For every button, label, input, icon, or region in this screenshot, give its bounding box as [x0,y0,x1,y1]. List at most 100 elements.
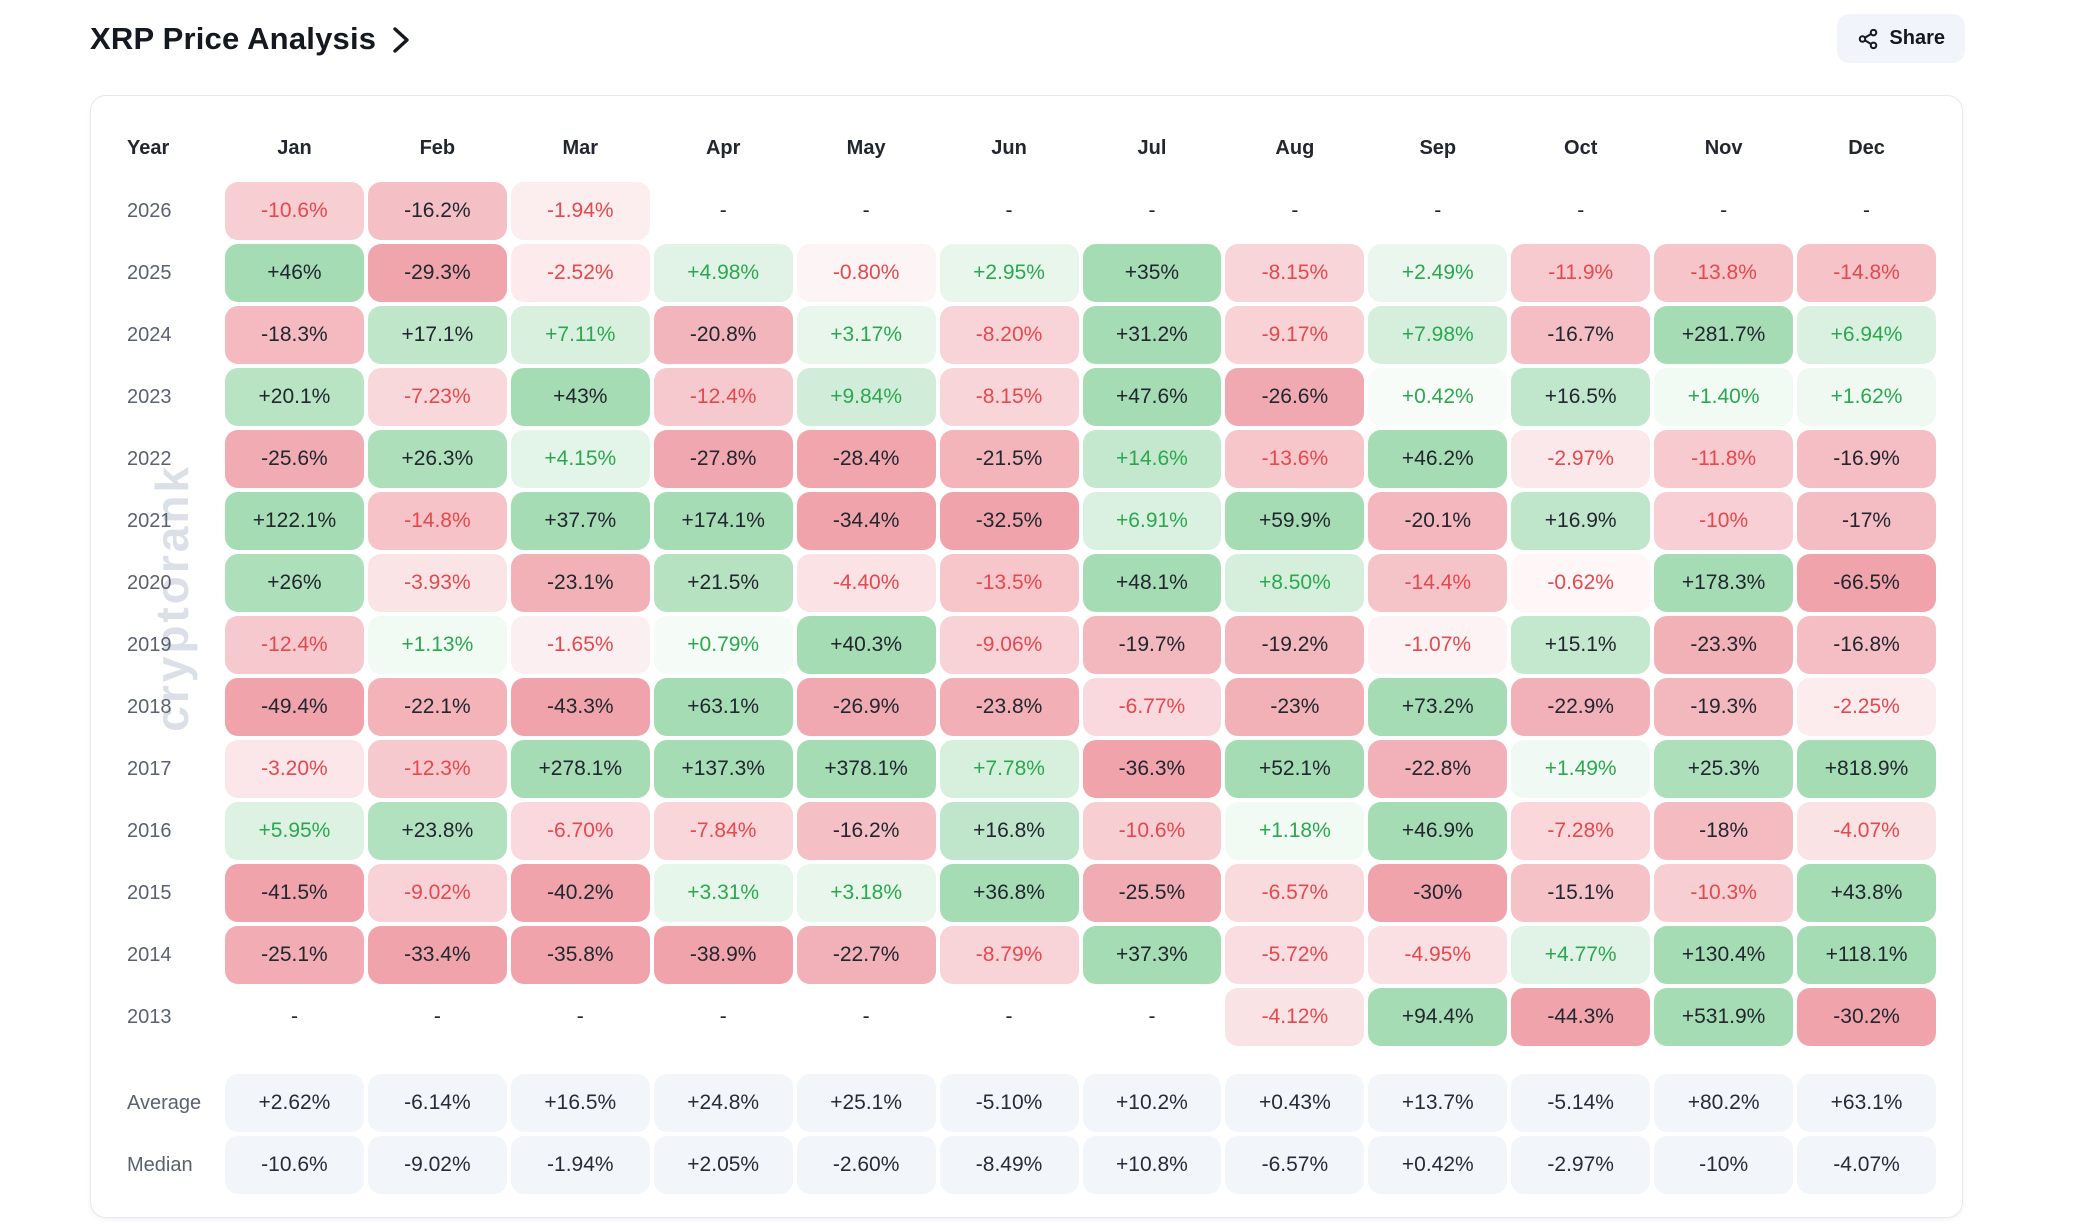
heatmap-cell[interactable]: -4.07% [1797,802,1936,860]
heatmap-cell[interactable]: +46% [225,244,364,302]
heatmap-cell[interactable]: -0.80% [796,244,936,302]
heatmap-cell[interactable]: -27.8% [653,430,793,488]
heatmap-cell[interactable]: -3.20% [225,740,364,798]
heatmap-cell[interactable]: -3.93% [367,554,507,612]
heatmap-cell[interactable]: +17.1% [367,306,507,364]
heatmap-cell[interactable]: +531.9% [1654,988,1794,1046]
heatmap-cell[interactable]: -5.72% [1225,926,1365,984]
heatmap-cell[interactable]: -21.5% [939,430,1079,488]
heatmap-cell[interactable]: -16.2% [367,182,507,240]
heatmap-cell[interactable]: +6.94% [1797,306,1936,364]
heatmap-cell[interactable]: -30% [1368,864,1508,922]
heatmap-cell[interactable]: +73.2% [1368,678,1508,736]
heatmap-cell[interactable]: -7.28% [1511,802,1651,860]
heatmap-cell[interactable]: -23.3% [1654,616,1794,674]
heatmap-cell[interactable]: +7.78% [939,740,1079,798]
heatmap-cell[interactable]: +7.11% [510,306,650,364]
heatmap-cell[interactable]: -22.8% [1368,740,1508,798]
heatmap-cell[interactable]: -16.8% [1797,616,1936,674]
heatmap-cell[interactable]: -20.1% [1368,492,1508,550]
share-button[interactable]: Share [1837,14,1965,63]
heatmap-cell[interactable]: +1.13% [367,616,507,674]
heatmap-cell[interactable]: +6.91% [1082,492,1222,550]
heatmap-cell[interactable]: -4.40% [796,554,936,612]
heatmap-cell[interactable]: +48.1% [1082,554,1222,612]
heatmap-cell[interactable]: -9.06% [939,616,1079,674]
heatmap-cell[interactable]: -19.2% [1225,616,1365,674]
heatmap-cell[interactable]: +2.49% [1368,244,1508,302]
heatmap-cell[interactable]: -12.4% [225,616,364,674]
heatmap-cell[interactable]: -4.12% [1225,988,1365,1046]
heatmap-cell[interactable]: -6.77% [1082,678,1222,736]
heatmap-cell[interactable]: -9.02% [367,864,507,922]
heatmap-cell[interactable]: -11.8% [1654,430,1794,488]
heatmap-cell[interactable]: -8.15% [939,368,1079,426]
heatmap-cell[interactable]: -30.2% [1797,988,1936,1046]
heatmap-cell[interactable]: -23% [1225,678,1365,736]
heatmap-cell[interactable]: -10.3% [1654,864,1794,922]
heatmap-cell[interactable]: +43.8% [1797,864,1936,922]
heatmap-cell[interactable]: -1.07% [1368,616,1508,674]
heatmap-cell[interactable]: -6.57% [1225,864,1365,922]
heatmap-cell[interactable]: +3.31% [653,864,793,922]
heatmap-cell[interactable]: -7.84% [653,802,793,860]
heatmap-cell[interactable]: +16.9% [1511,492,1651,550]
heatmap-cell[interactable]: +25.3% [1654,740,1794,798]
heatmap-cell[interactable]: -38.9% [653,926,793,984]
heatmap-cell[interactable]: -16.2% [796,802,936,860]
heatmap-cell[interactable]: -41.5% [225,864,364,922]
heatmap-cell[interactable]: -19.3% [1654,678,1794,736]
heatmap-cell[interactable]: -10% [1654,492,1794,550]
heatmap-cell[interactable]: +0.42% [1368,368,1508,426]
heatmap-cell[interactable]: +16.8% [939,802,1079,860]
heatmap-cell[interactable]: -8.15% [1225,244,1365,302]
heatmap-cell[interactable]: -12.4% [653,368,793,426]
heatmap-cell[interactable]: -8.20% [939,306,1079,364]
heatmap-cell[interactable]: -0.62% [1511,554,1651,612]
heatmap-cell[interactable]: +26.3% [367,430,507,488]
heatmap-cell[interactable]: +4.15% [510,430,650,488]
heatmap-cell[interactable]: +15.1% [1511,616,1651,674]
heatmap-cell[interactable]: +59.9% [1225,492,1365,550]
heatmap-cell[interactable]: +37.3% [1082,926,1222,984]
heatmap-cell[interactable]: +63.1% [653,678,793,736]
heatmap-cell[interactable]: +1.18% [1225,802,1365,860]
heatmap-cell[interactable]: -34.4% [796,492,936,550]
heatmap-cell[interactable]: -19.7% [1082,616,1222,674]
heatmap-cell[interactable]: -25.5% [1082,864,1222,922]
heatmap-cell[interactable]: +40.3% [796,616,936,674]
heatmap-cell[interactable]: -15.1% [1511,864,1651,922]
heatmap-cell[interactable]: -29.3% [367,244,507,302]
heatmap-cell[interactable]: +47.6% [1082,368,1222,426]
heatmap-cell[interactable]: -26.6% [1225,368,1365,426]
heatmap-cell[interactable]: +94.4% [1368,988,1508,1046]
heatmap-cell[interactable]: -25.6% [225,430,364,488]
heatmap-cell[interactable]: +1.40% [1654,368,1794,426]
heatmap-cell[interactable]: +2.95% [939,244,1079,302]
heatmap-cell[interactable]: -26.9% [796,678,936,736]
heatmap-cell[interactable]: -22.9% [1511,678,1651,736]
heatmap-cell[interactable]: -44.3% [1511,988,1651,1046]
heatmap-cell[interactable]: -17% [1797,492,1936,550]
heatmap-cell[interactable]: +0.79% [653,616,793,674]
heatmap-cell[interactable]: -35.8% [510,926,650,984]
heatmap-cell[interactable]: -2.97% [1511,430,1651,488]
heatmap-cell[interactable]: -66.5% [1797,554,1936,612]
heatmap-cell[interactable]: -25.1% [225,926,364,984]
heatmap-cell[interactable]: +4.77% [1511,926,1651,984]
heatmap-cell[interactable]: -22.7% [796,926,936,984]
heatmap-cell[interactable]: -2.52% [510,244,650,302]
heatmap-cell[interactable]: +43% [510,368,650,426]
heatmap-cell[interactable]: -1.94% [510,182,650,240]
heatmap-cell[interactable]: -13.5% [939,554,1079,612]
heatmap-cell[interactable]: -4.95% [1368,926,1508,984]
heatmap-cell[interactable]: -49.4% [225,678,364,736]
heatmap-cell[interactable]: -7.23% [367,368,507,426]
heatmap-cell[interactable]: -2.25% [1797,678,1936,736]
heatmap-cell[interactable]: -12.3% [367,740,507,798]
heatmap-cell[interactable]: +818.9% [1797,740,1936,798]
heatmap-cell[interactable]: +4.98% [653,244,793,302]
heatmap-cell[interactable]: +174.1% [653,492,793,550]
heatmap-cell[interactable]: -14.8% [1797,244,1936,302]
heatmap-cell[interactable]: -11.9% [1511,244,1651,302]
